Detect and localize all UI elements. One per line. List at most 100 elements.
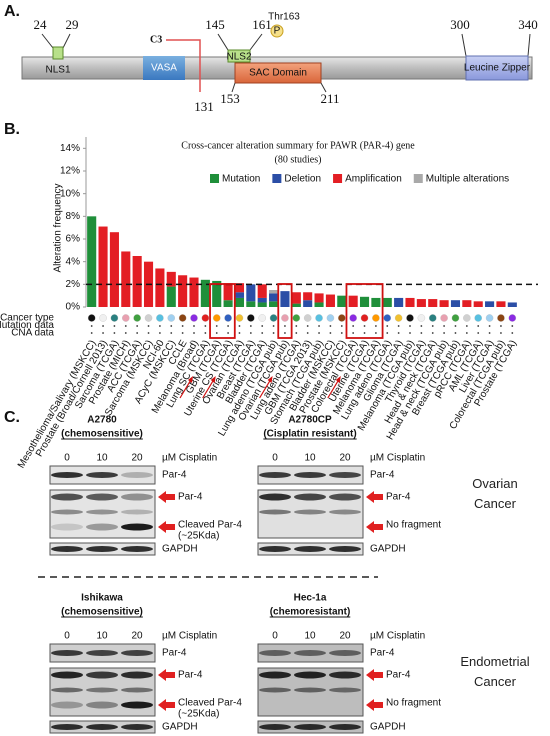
band <box>86 701 118 709</box>
bar-segment <box>269 301 279 307</box>
band-label: Par-4 <box>386 670 411 681</box>
data-dot <box>193 325 195 327</box>
bar-segment <box>314 293 324 303</box>
domain-label: Leucine Zipper <box>464 63 531 74</box>
legend-label: Mutation <box>222 174 260 185</box>
band <box>121 523 153 531</box>
data-dot <box>238 325 241 327</box>
band <box>86 509 118 515</box>
cancer-type-dot <box>417 314 426 322</box>
arrow-head <box>188 376 193 383</box>
cancer-type-dot <box>349 314 357 322</box>
bar-segment <box>257 284 267 298</box>
bar-segment <box>291 292 301 304</box>
data-dot <box>158 332 161 334</box>
dose: 20 <box>131 453 143 464</box>
bar-segment <box>223 300 233 307</box>
band <box>329 687 361 693</box>
legend-swatch <box>413 174 423 183</box>
band <box>259 687 291 693</box>
bar-segment <box>280 291 290 307</box>
data-dot <box>90 325 93 327</box>
data-dot <box>500 332 502 334</box>
cancer-type-dot <box>303 314 312 322</box>
band <box>259 509 291 515</box>
red-arrow <box>158 699 175 711</box>
bar-segment <box>291 303 301 307</box>
data-dot <box>352 325 355 327</box>
arrow-head <box>335 376 341 383</box>
cancer-type-dot <box>190 314 198 322</box>
data-dot <box>363 325 366 327</box>
dose: 20 <box>339 453 351 464</box>
band <box>329 650 361 656</box>
cancer-type-dot <box>508 314 517 322</box>
residue: 24 <box>34 17 48 32</box>
bar-segment <box>189 277 199 307</box>
residue: 300 <box>450 17 470 32</box>
data-dot <box>102 325 104 327</box>
dose-unit: µM Cisplatin <box>162 631 217 642</box>
data-dot <box>261 332 264 334</box>
band <box>259 472 291 478</box>
data-dot <box>215 332 218 334</box>
data-dot <box>431 332 434 334</box>
band <box>329 546 361 552</box>
dose-unit: µM Cisplatin <box>370 453 425 464</box>
arrow-head <box>210 376 216 383</box>
cancer-type-dot <box>212 314 221 322</box>
bar-segment <box>109 232 119 307</box>
band <box>51 687 83 693</box>
red-arrow <box>366 491 383 503</box>
cancer-type-dot <box>360 314 369 322</box>
data-dot <box>306 332 309 334</box>
bar-segment <box>200 279 210 307</box>
bar-segment <box>132 256 142 307</box>
nls2-box <box>227 49 251 63</box>
band-label: GAPDH <box>162 722 198 733</box>
bar-segment <box>507 302 517 307</box>
data-dot <box>181 332 184 334</box>
bar-segment <box>269 293 279 302</box>
leader <box>527 33 531 57</box>
cancer-type-dot <box>383 314 392 322</box>
panel-label: C. <box>4 409 20 426</box>
data-dot <box>397 325 400 327</box>
band <box>121 687 153 693</box>
band <box>329 509 361 515</box>
cell-note: (chemosensitive) <box>61 429 143 440</box>
bar-segment <box>416 299 426 307</box>
leader <box>320 82 327 93</box>
bar-segment <box>178 275 188 307</box>
domain-label: VASA <box>151 63 177 74</box>
data-dot <box>500 325 502 327</box>
data-dot <box>386 332 389 334</box>
cancer-type-dot <box>474 314 482 322</box>
dose: 20 <box>339 631 351 642</box>
vasa-box <box>143 56 185 80</box>
data-dot <box>511 325 514 327</box>
cancer-type-dot <box>281 314 289 322</box>
bar-segment <box>234 292 245 298</box>
data-dot <box>238 332 241 334</box>
data-dot <box>431 325 434 327</box>
bar-segment <box>303 292 313 301</box>
data-dot <box>204 332 207 334</box>
sac-box <box>234 62 322 84</box>
legend-swatch <box>210 174 219 183</box>
bar-segment <box>337 295 347 307</box>
y-tick-label: 12% <box>60 166 80 177</box>
dose: 20 <box>131 631 143 642</box>
band <box>294 671 326 679</box>
data-dot <box>329 332 332 334</box>
cell-line: Hec-1a <box>294 593 327 604</box>
cancer-type-dot <box>406 314 414 322</box>
domain-label: NLS2 <box>226 52 251 63</box>
cancer-type-dot <box>167 314 176 322</box>
data-dot <box>397 332 400 334</box>
data-dot <box>136 325 139 327</box>
bar-segment <box>257 297 267 303</box>
cell-line: Ishikawa <box>81 593 123 604</box>
dose: 0 <box>272 631 278 642</box>
band <box>294 724 326 730</box>
